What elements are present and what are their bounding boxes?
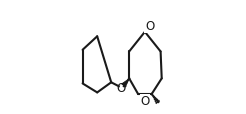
Text: O: O — [117, 82, 126, 95]
Text: O: O — [145, 20, 154, 33]
Text: O: O — [140, 95, 150, 107]
